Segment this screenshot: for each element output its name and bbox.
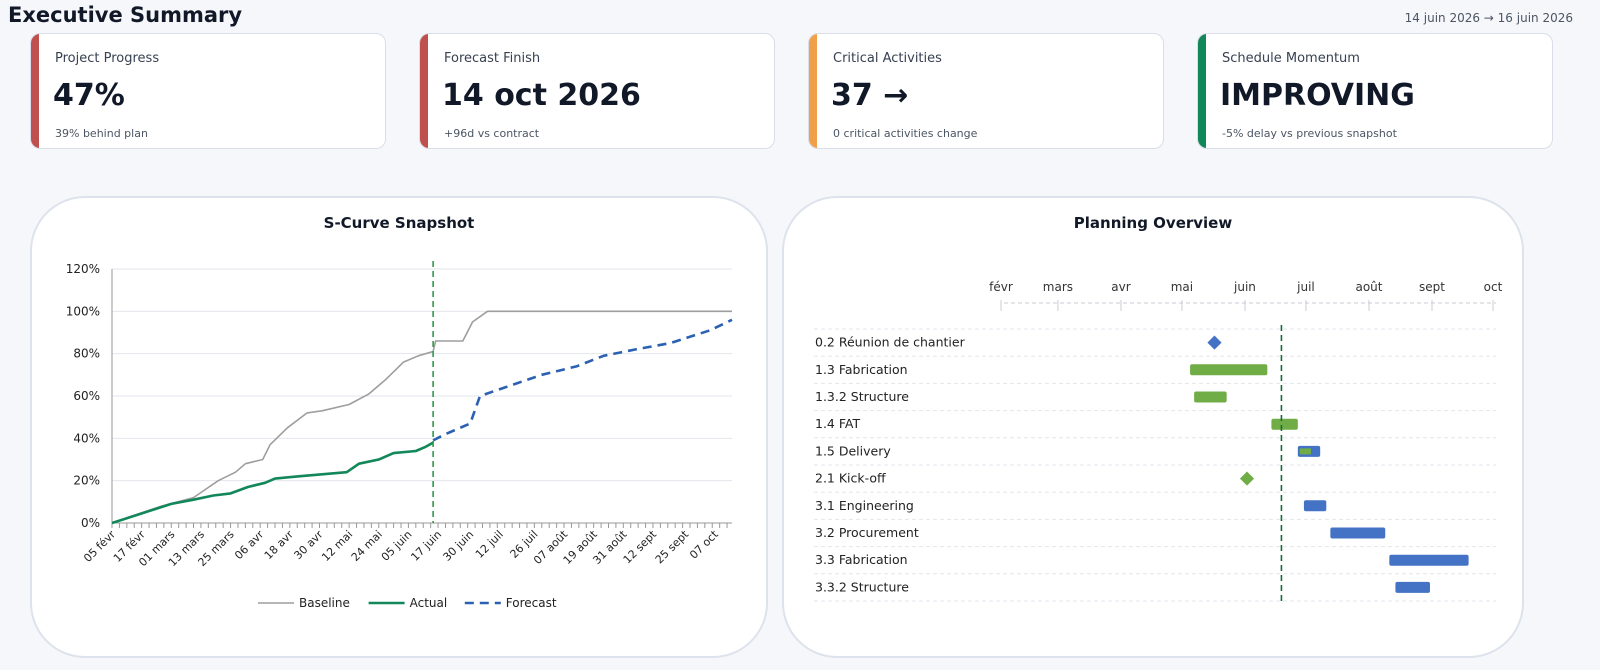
kpi-card-critical-activities: Critical Activities 37 → 0 critical acti… bbox=[808, 33, 1164, 149]
x-tick-label: 24 mai bbox=[349, 528, 385, 564]
planning-panel: Planning Overview févr mars avr mai juin juil… bbox=[782, 196, 1524, 658]
task-bar bbox=[1190, 364, 1268, 376]
kpi-card-schedule-momentum: Schedule Momentum IMPROVING -5% delay vs… bbox=[1197, 33, 1553, 149]
x-tick-label: 12 mai bbox=[319, 528, 355, 564]
kpi-subtext: 0 critical activities change bbox=[833, 127, 978, 140]
series-line-forecast bbox=[432, 318, 733, 442]
x-tick-label: 05 févr bbox=[81, 528, 118, 565]
y-tick-label: 40% bbox=[73, 431, 100, 445]
task-bar bbox=[1330, 527, 1386, 539]
y-tick-label: 80% bbox=[73, 347, 100, 361]
task-bar bbox=[1194, 391, 1227, 403]
kpi-label: Critical Activities bbox=[833, 51, 942, 66]
kpi-card-forecast-finish: Forecast Finish 14 oct 2026 +96d vs cont… bbox=[419, 33, 775, 149]
legend-label: Baseline bbox=[299, 596, 350, 610]
task-label: 2.1 Kick-off bbox=[815, 471, 886, 486]
x-tick-label: 17 juin bbox=[408, 528, 444, 564]
y-tick-label: 60% bbox=[73, 389, 100, 403]
task-label: 0.2 Réunion de chantier bbox=[815, 335, 966, 350]
y-tick-label: 120% bbox=[66, 262, 100, 276]
s-curve-panel: S-Curve Snapshot 0% 20% 40% 60% 80% 100% 120% 0… bbox=[30, 196, 768, 658]
kpi-value: 37 → bbox=[831, 78, 909, 113]
x-tick-label: 18 avr bbox=[262, 528, 296, 562]
legend-label: Forecast bbox=[506, 596, 557, 610]
page-title: Executive Summary bbox=[8, 3, 243, 27]
kpi-accent-bar bbox=[420, 34, 428, 148]
task-label: 3.1 Engineering bbox=[815, 498, 914, 513]
y-tick-label: 100% bbox=[66, 304, 100, 318]
task-label: 1.3.2 Structure bbox=[815, 389, 909, 404]
kpi-accent-bar bbox=[31, 34, 39, 148]
task-label: 1.3 Fabrication bbox=[815, 362, 908, 377]
kpi-accent-bar bbox=[1198, 34, 1206, 148]
kpi-card-project-progress: Project Progress 47% 39% behind plan bbox=[30, 33, 386, 149]
kpi-subtext: +96d vs contract bbox=[444, 127, 540, 140]
chart-title: Planning Overview bbox=[1073, 214, 1233, 232]
month-label: sept bbox=[1419, 280, 1445, 294]
x-tick-label: 07 oct bbox=[687, 527, 721, 561]
task-label: 3.2 Procurement bbox=[815, 525, 919, 540]
x-tick-label: 05 juin bbox=[379, 528, 415, 564]
task-progress-bar bbox=[1299, 448, 1312, 455]
month-label: févr bbox=[989, 280, 1013, 294]
task-label: 3.3 Fabrication bbox=[815, 552, 908, 567]
x-tick-label: 12 juil bbox=[473, 528, 506, 561]
x-tick-label: 12 sept bbox=[621, 527, 660, 566]
task-label: 1.4 FAT bbox=[815, 416, 860, 431]
task-label: 1.5 Delivery bbox=[815, 443, 891, 458]
kpi-row: Project Progress 47% 39% behind plan For… bbox=[30, 33, 1590, 153]
kpi-accent-bar bbox=[809, 34, 817, 148]
kpi-subtext: 39% behind plan bbox=[55, 127, 148, 140]
x-tick-label: 25 sept bbox=[653, 527, 692, 566]
task-bar bbox=[1303, 500, 1327, 512]
task-bar bbox=[1389, 554, 1469, 566]
milestone-marker bbox=[1239, 471, 1255, 486]
kpi-subtext: -5% delay vs previous snapshot bbox=[1222, 127, 1397, 140]
date-range: 14 juin 2026 → 16 juin 2026 bbox=[1404, 11, 1573, 25]
kpi-label: Forecast Finish bbox=[444, 51, 541, 66]
month-label: juil bbox=[1296, 280, 1315, 294]
kpi-label: Schedule Momentum bbox=[1222, 51, 1360, 66]
chart-title: S-Curve Snapshot bbox=[323, 214, 475, 232]
y-tick-label: 0% bbox=[81, 516, 100, 530]
month-label: août bbox=[1355, 280, 1382, 294]
month-label: mars bbox=[1043, 280, 1073, 294]
legend-label: Actual bbox=[410, 596, 448, 610]
task-bar bbox=[1271, 418, 1298, 430]
kpi-value: 47% bbox=[53, 78, 125, 113]
month-label: avr bbox=[1111, 280, 1130, 294]
month-label: oct bbox=[1484, 280, 1503, 294]
milestone-marker bbox=[1207, 335, 1222, 350]
kpi-value: 14 oct 2026 bbox=[442, 78, 641, 113]
x-tick-label: 06 avr bbox=[232, 528, 266, 562]
series-line-baseline bbox=[111, 310, 732, 524]
series-line-actual bbox=[111, 441, 434, 525]
month-label: mai bbox=[1171, 280, 1193, 294]
y-tick-label: 20% bbox=[73, 474, 100, 488]
task-label: 3.3.2 Structure bbox=[815, 579, 909, 594]
task-bar bbox=[1395, 581, 1430, 593]
kpi-label: Project Progress bbox=[55, 51, 160, 66]
month-label: juin bbox=[1233, 280, 1256, 294]
gantt-chart: févr mars avr mai juin juil août sept oct 0.2 Réu… bbox=[814, 280, 1503, 602]
x-tick-label: 30 juin bbox=[441, 528, 477, 564]
kpi-value: IMPROVING bbox=[1220, 78, 1415, 113]
